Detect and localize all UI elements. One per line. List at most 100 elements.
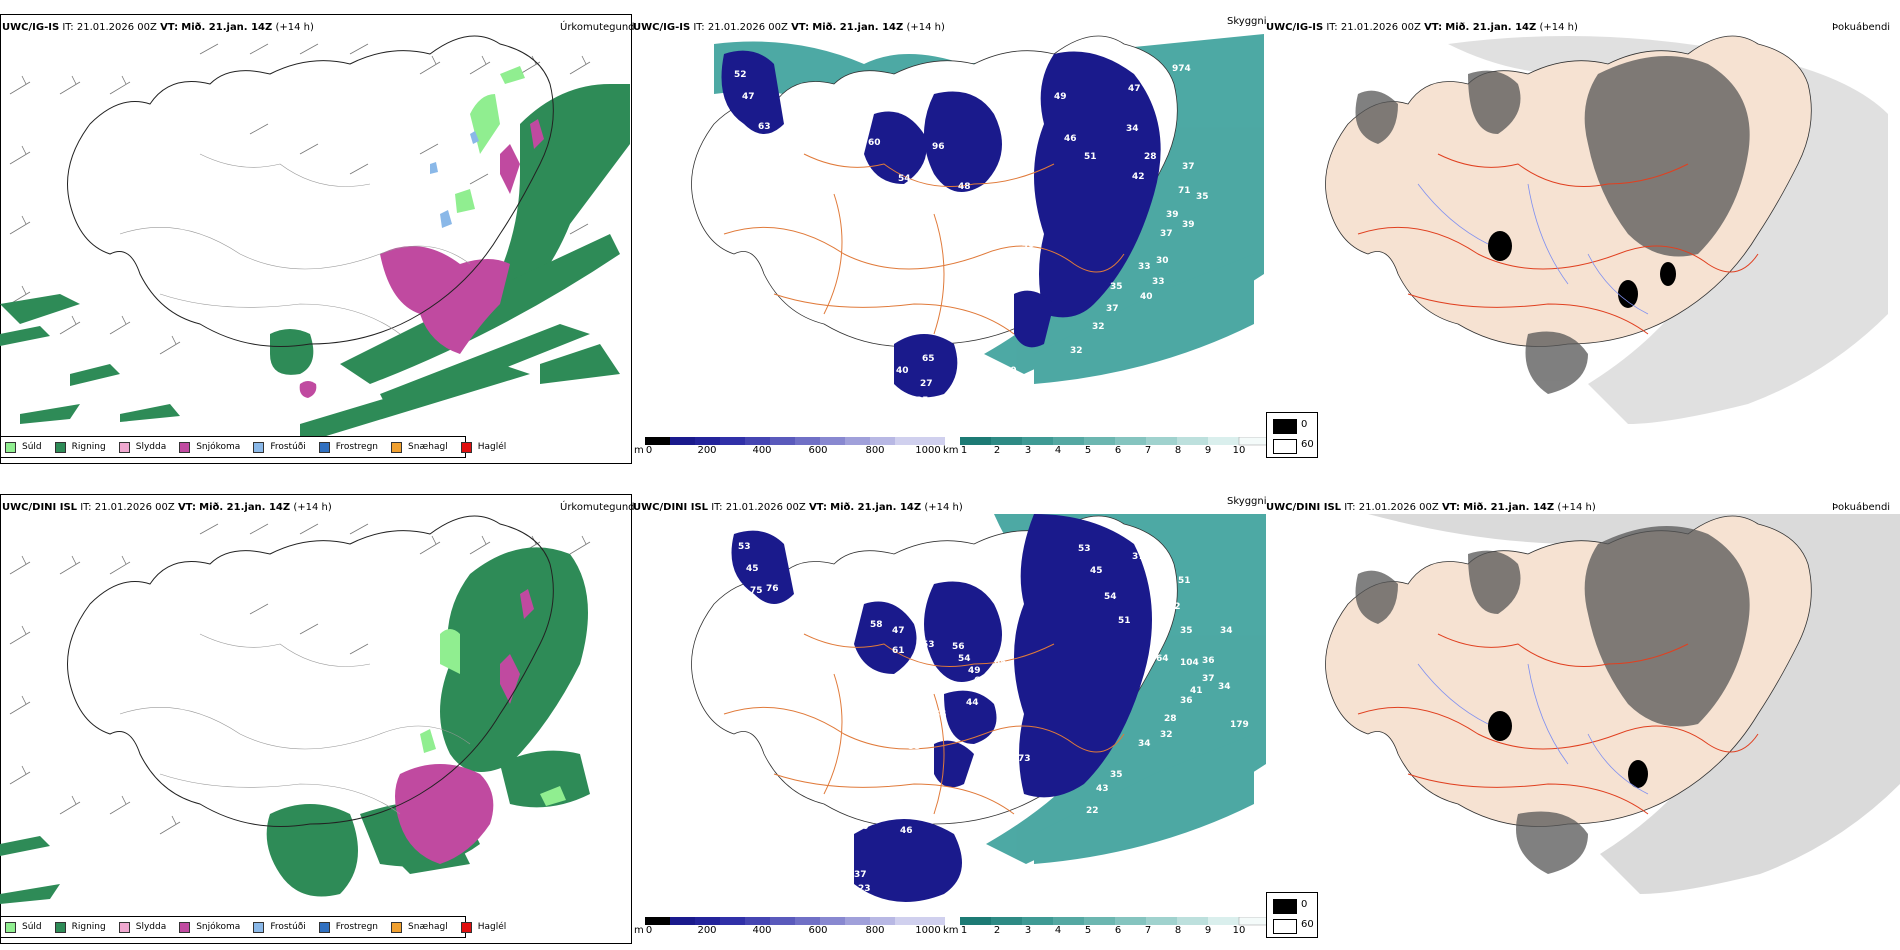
visibility-value-label: 28 bbox=[1144, 152, 1157, 162]
lead-time: (+14 h) bbox=[906, 22, 945, 33]
elev-tick: 400 bbox=[752, 445, 772, 456]
swatch-haglel bbox=[460, 921, 472, 933]
visibility-value-label: 46 bbox=[900, 826, 913, 836]
visibility-value-label: 42 bbox=[1132, 172, 1145, 182]
lead-time: (+14 h) bbox=[1557, 502, 1596, 513]
elev-bin-7 bbox=[820, 917, 845, 925]
visibility-value-label: 32 bbox=[1168, 602, 1181, 612]
vis-tick: 9 bbox=[1204, 445, 1212, 456]
it-label: IT: bbox=[1326, 22, 1338, 33]
visibility-value-label: 84 bbox=[992, 686, 1005, 696]
visibility-value-label: 37 bbox=[854, 870, 867, 880]
visibility-value-label: 30 bbox=[1156, 256, 1169, 266]
visibility-value-label: 34 bbox=[1220, 626, 1233, 636]
swatch-frostregn bbox=[318, 441, 330, 453]
elevation-colorbar bbox=[645, 917, 945, 925]
vis-bin-2 bbox=[1022, 437, 1053, 445]
vis-tick: 8 bbox=[1174, 445, 1182, 456]
visibility-value-label: 87 bbox=[914, 252, 927, 262]
visibility-value-label: 75 bbox=[750, 586, 763, 596]
vis-tick: 9 bbox=[1204, 925, 1212, 936]
visibility-value-label: 34 bbox=[1218, 682, 1231, 692]
visibility-value-label: 25 bbox=[916, 396, 929, 406]
visibility-value-label: 55 bbox=[934, 710, 947, 720]
swatch-sudd bbox=[5, 441, 16, 453]
visibility-value-label: 37 bbox=[1132, 552, 1145, 562]
visibility-value-label: 51 bbox=[1084, 152, 1097, 162]
visibility-colorbar bbox=[960, 917, 1270, 926]
elev-unit: m bbox=[634, 925, 644, 936]
vis-unit: km bbox=[943, 445, 959, 456]
vt-value: Mið. 21.jan. 14Z bbox=[199, 502, 291, 513]
elev-bin-9 bbox=[870, 437, 895, 445]
precip-snow-areas bbox=[299, 119, 544, 398]
elev-bin-0 bbox=[645, 437, 670, 445]
vis-bin-2 bbox=[1022, 917, 1053, 925]
vis-tick: 7 bbox=[1144, 925, 1152, 936]
visibility-value-label: 202 bbox=[896, 708, 915, 718]
visibility-value-label: 54 bbox=[898, 174, 911, 184]
visibility-value-label: 73 bbox=[1018, 754, 1031, 764]
model-name: UWC/IG-IS bbox=[2, 22, 60, 33]
visibility-value-label: 64 bbox=[1156, 654, 1169, 664]
lead-time: (+14 h) bbox=[293, 502, 332, 513]
fog-legend: 0 60 bbox=[1266, 412, 1318, 458]
visibility-map bbox=[691, 34, 1264, 398]
fog-swatch-high bbox=[1273, 919, 1297, 934]
visibility-value-label: 37 bbox=[1106, 304, 1119, 314]
precip-legend: Súld Rigning Slydda Snjókoma Frostúði Fr… bbox=[0, 436, 506, 458]
visibility-value-label: 48 bbox=[1022, 240, 1035, 250]
it-value: 21.01.2026 00Z bbox=[94, 502, 175, 513]
low-visibility-areas bbox=[731, 514, 1152, 902]
visibility-value-label: 54 bbox=[954, 234, 967, 244]
visibility-value-label: 44 bbox=[966, 698, 979, 708]
visibility-value-label: 53 bbox=[922, 640, 935, 650]
vt-label: VT: bbox=[808, 502, 827, 513]
visibility-value-label: 40 bbox=[1140, 292, 1153, 302]
legend-item-snjokoma: Snjókoma bbox=[179, 921, 240, 933]
visibility-value-label: 51 bbox=[1178, 576, 1191, 586]
it-value: 21.01.2026 00Z bbox=[1358, 502, 1439, 513]
legend-item-frostregn: Frostregn bbox=[318, 921, 378, 933]
visibility-value-label: 58 bbox=[870, 620, 883, 630]
visibility-value-label: 51 bbox=[1118, 616, 1131, 626]
vis-bin-4 bbox=[1084, 437, 1115, 445]
precip-drizzle-areas bbox=[455, 66, 525, 213]
swatch-slydda bbox=[118, 441, 130, 453]
visibility-value-label: 76 bbox=[766, 584, 779, 594]
vis-tick: 2 bbox=[993, 925, 1001, 936]
elev-unit: m bbox=[634, 445, 644, 456]
vis-header: UWC/DINI ISL IT: 21.01.2026 00Z VT: Mið.… bbox=[633, 502, 963, 514]
vis-tick: 4 bbox=[1054, 925, 1062, 936]
legend-label: Haglél bbox=[477, 922, 507, 932]
legend-label: Snæhagl bbox=[408, 922, 448, 932]
elev-bin-10 bbox=[895, 437, 945, 445]
lead-time: (+14 h) bbox=[1539, 22, 1578, 33]
visibility-value-label: 48 bbox=[958, 194, 971, 204]
lead-time: (+14 h) bbox=[924, 502, 963, 513]
roads-overlay bbox=[723, 633, 1125, 815]
elev-bin-8 bbox=[845, 437, 870, 445]
vis-title: Skyggni bbox=[1227, 496, 1267, 507]
vis-bin-1 bbox=[991, 437, 1022, 445]
fog-black-spots bbox=[1488, 231, 1676, 308]
legend-item-frostudi: Frostúði bbox=[253, 921, 306, 933]
vis-bin-3 bbox=[1053, 917, 1084, 925]
fog-swatch-low bbox=[1273, 419, 1297, 434]
vt-value: Mið. 21.jan. 14Z bbox=[181, 22, 273, 33]
visibility-value-label: 27 bbox=[920, 379, 933, 389]
vis-tick: 8 bbox=[1174, 925, 1182, 936]
elev-tick: 200 bbox=[697, 445, 717, 456]
visibility-value-label: 63 bbox=[758, 122, 771, 132]
elev-tick: 600 bbox=[808, 445, 828, 456]
legend-item-snaehagl: Snæhagl bbox=[391, 441, 448, 453]
vis-title: Skyggni bbox=[1227, 16, 1267, 27]
visibility-value-label: 65 bbox=[922, 354, 935, 364]
elev-tick: 1000 bbox=[915, 445, 941, 456]
road-network bbox=[119, 153, 471, 335]
vis-bin-6 bbox=[1146, 437, 1177, 445]
swatch-frostudi bbox=[253, 441, 265, 453]
precip-map-frame bbox=[0, 494, 632, 944]
visibility-colorbar bbox=[960, 437, 1270, 446]
vis-tick: 2 bbox=[993, 445, 1001, 456]
